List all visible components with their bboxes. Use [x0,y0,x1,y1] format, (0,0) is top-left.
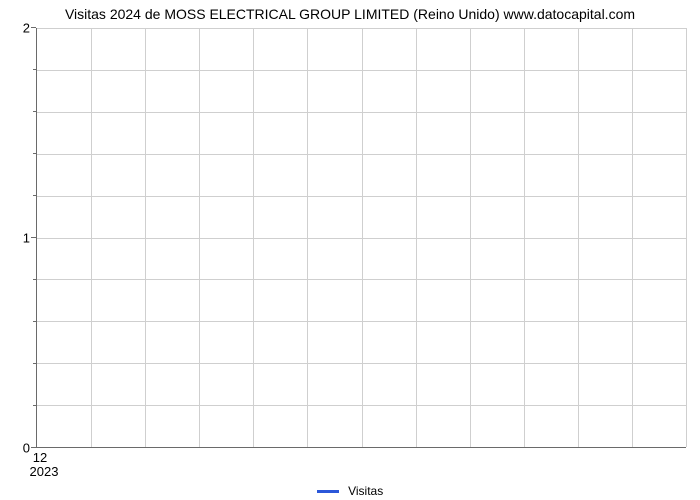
ytick-minor [33,321,36,322]
vgrid [307,28,308,447]
vgrid [578,28,579,447]
vgrid [632,28,633,447]
vgrid [416,28,417,447]
vgrid [362,28,363,447]
vgrid [91,28,92,447]
plot-area [36,28,686,448]
ytick-minor [33,111,36,112]
legend-label: Visitas [348,484,383,498]
vgrid [199,28,200,447]
ytick-minor [33,153,36,154]
ytick-label-2: 2 [23,21,30,36]
ytick-label-0: 0 [23,441,30,456]
ytick-minor [33,69,36,70]
ytick-mark [31,27,36,28]
xtick-year-2023: 2023 [30,464,59,479]
ytick-mark [31,447,36,448]
ytick-label-1: 1 [23,231,30,246]
ytick-minor [33,405,36,406]
chart-legend: Visitas [0,483,700,498]
visits-chart: Visitas 2024 de MOSS ELECTRICAL GROUP LI… [0,0,700,500]
ytick-minor [33,195,36,196]
vgrid [470,28,471,447]
ytick-minor [33,363,36,364]
legend-swatch [317,490,339,493]
vgrid [253,28,254,447]
vgrid [686,28,687,447]
ytick-minor [33,279,36,280]
xtick-month-12: 12 [33,450,47,465]
vgrid [524,28,525,447]
vgrid [145,28,146,447]
ytick-mark [31,237,36,238]
chart-title: Visitas 2024 de MOSS ELECTRICAL GROUP LI… [0,6,700,22]
